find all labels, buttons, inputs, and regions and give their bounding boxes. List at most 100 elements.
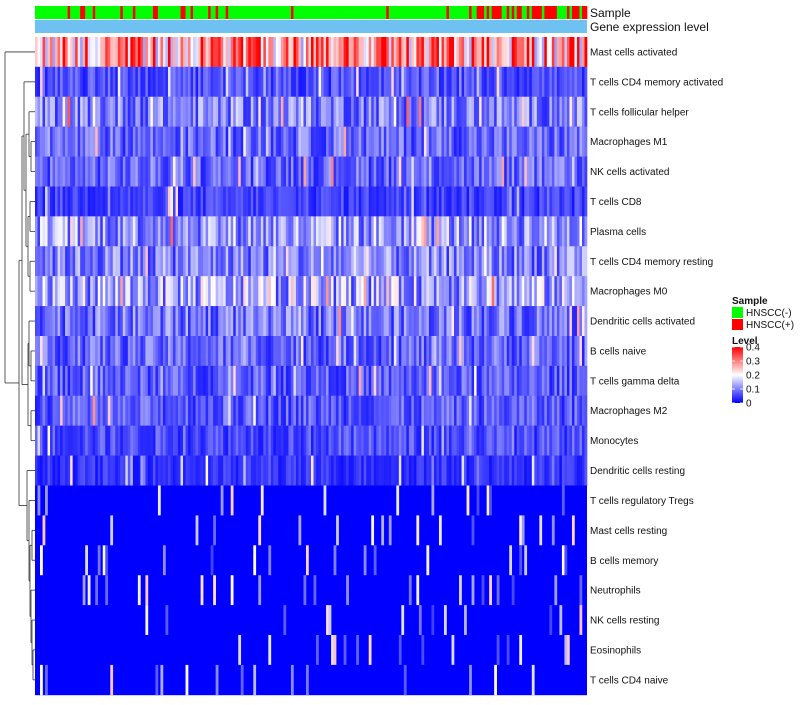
heatmap-cell [248,395,252,427]
heatmap-cell [240,126,244,157]
heatmap-cell [275,455,279,486]
heatmap-cell [433,156,437,187]
heatmap-cell [484,96,487,128]
heatmap-cell [303,276,307,307]
heatmap-cell [107,186,111,217]
heatmap-cell [431,37,435,68]
heatmap-cell [348,365,352,397]
heatmap-cell [188,126,191,157]
heatmap-cell [57,126,61,157]
heatmap-cell [494,395,497,427]
heatmap-cell [539,246,543,277]
heatmap-cell [87,126,91,157]
heatmap-cell [165,365,169,397]
heatmap-cell [519,336,523,367]
heatmap-cell [248,156,252,187]
heatmap-cell [423,455,427,486]
heatmap-cell [260,216,264,247]
heatmap-cell [446,96,450,128]
heatmap-cell [122,276,126,307]
heatmap-cell [581,126,585,157]
heatmap-cell [509,395,513,427]
heatmap-cell [421,156,425,187]
heatmap-cell [140,306,144,337]
heatmap-cell [280,336,284,367]
heatmap-cell [529,365,533,397]
heatmap-cell [341,425,344,456]
heatmap-cell [496,635,500,666]
heatmap-cell [388,425,392,456]
heatmap-cell [353,96,357,128]
heatmap-cell [521,216,525,247]
heatmap-cell [52,156,56,187]
heatmap-cell [165,306,169,337]
heatmap-cell [539,515,543,546]
heatmap-cell [388,395,392,427]
heatmap-cell [509,37,513,68]
heatmap-cell [85,96,88,128]
heatmap-cell [67,455,71,486]
heatmap-cell [230,37,234,68]
heatmap-cell [321,37,324,68]
heatmap-cell [549,37,553,68]
sample-annotation-cell [233,6,237,19]
heatmap-cell [220,425,224,456]
heatmap-cell [270,216,274,247]
heatmap-cell [175,365,179,397]
heatmap-cell [250,276,254,307]
heatmap-cell [501,37,505,68]
heatmap-cell [534,126,538,157]
heatmap-cell [519,156,523,187]
heatmap-cell [423,37,427,68]
heatmap-cell [481,156,485,187]
heatmap-cell [70,96,73,128]
heatmap-cell [408,306,412,337]
heatmap-cell [55,425,58,456]
heatmap-cell [55,306,58,337]
heatmap-cell [428,126,432,157]
heatmap-cell [102,156,106,187]
heatmap-cell [195,186,199,217]
heatmap-cell [268,365,272,397]
heatmap-cell [185,96,189,128]
heatmap-cell [371,365,375,397]
heatmap-cell [476,276,480,307]
heatmap-cell [115,306,119,337]
heatmap-cell [554,395,558,427]
heatmap-cell [110,515,114,546]
heatmap-cell [333,216,337,247]
heatmap-cell [426,365,430,397]
heatmap-cell [496,216,500,247]
heatmap-cell [464,156,467,187]
heatmap-cell [574,186,578,217]
sample-annotation-cell [408,6,412,19]
heatmap-cell [511,156,515,187]
heatmap-cell [160,425,164,456]
heatmap-cell [474,395,477,427]
heatmap-cell [45,455,48,486]
heatmap-cell [295,126,299,157]
heatmap-cell [461,126,465,157]
heatmap-cell [308,395,312,427]
heatmap-cell [255,216,259,247]
heatmap-cell [65,395,68,427]
heatmap-cell [398,66,402,98]
heatmap-cell [200,246,204,277]
heatmap-cell [383,276,387,307]
heatmap-cell [501,66,505,98]
heatmap-cell [351,336,354,367]
heatmap-cell [205,276,209,307]
heatmap-cell [566,186,570,217]
heatmap-cell [341,276,344,307]
heatmap-cell [554,246,558,277]
heatmap-cell [316,246,319,277]
heatmap-cell [416,37,420,68]
heatmap-cell [494,96,497,128]
heatmap-cell [195,37,199,68]
heatmap-cell [47,156,51,187]
heatmap-cell [403,66,407,98]
heatmap-cell [67,156,71,187]
heatmap-cell [341,126,344,157]
heatmap-cell [255,365,259,397]
heatmap-cell [393,306,397,337]
